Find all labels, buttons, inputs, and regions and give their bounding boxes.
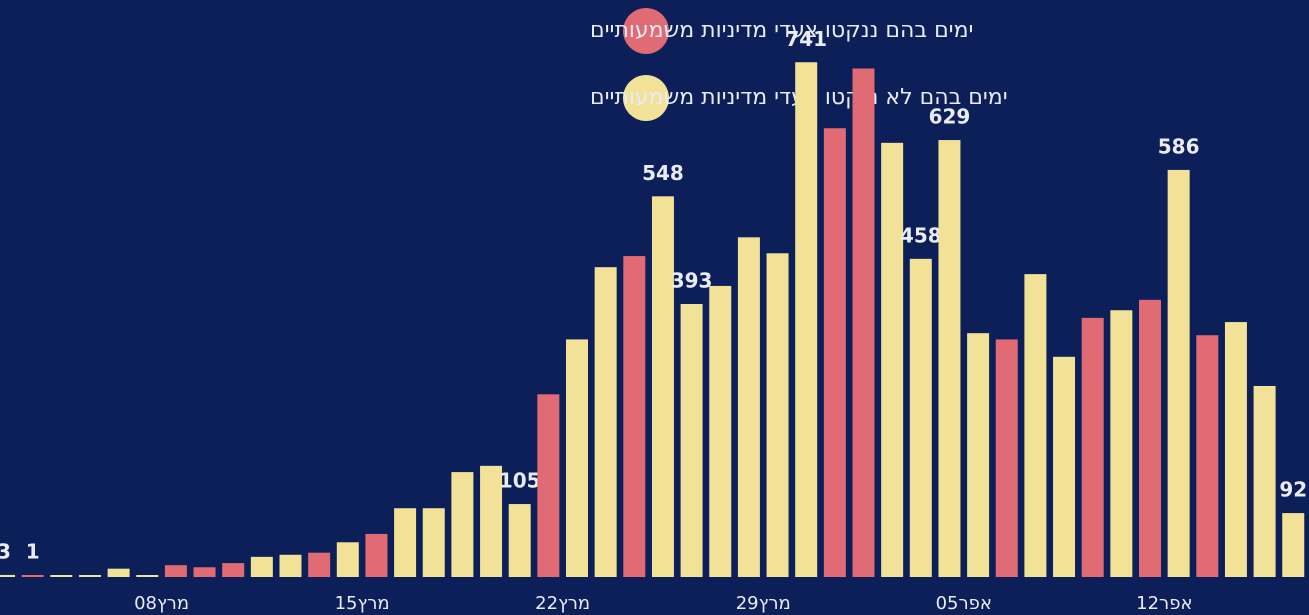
bar xyxy=(881,142,904,578)
bar xyxy=(623,256,646,577)
bar xyxy=(594,267,617,577)
legend-marker xyxy=(623,8,669,54)
bar xyxy=(365,533,388,577)
bar xyxy=(107,568,130,577)
bar xyxy=(909,258,932,577)
bar xyxy=(1024,274,1047,577)
bar xyxy=(566,339,588,577)
bar xyxy=(1282,513,1305,577)
value-label: 629 xyxy=(929,105,971,129)
bar xyxy=(1196,335,1219,577)
x-tick-label: 22מרץ xyxy=(535,593,590,614)
legend-marker xyxy=(623,75,669,121)
value-label: 458 xyxy=(900,223,942,247)
bar xyxy=(222,563,245,577)
bar xyxy=(680,303,703,577)
bar xyxy=(1224,322,1247,577)
value-label: 1 xyxy=(26,540,40,564)
bar xyxy=(0,574,15,577)
bar xyxy=(21,575,44,577)
bar xyxy=(1167,169,1190,577)
bar xyxy=(78,575,101,577)
bar xyxy=(279,554,302,577)
bar xyxy=(250,556,273,577)
value-label: 586 xyxy=(1158,134,1200,158)
value-label: 741 xyxy=(785,27,827,51)
bar xyxy=(651,196,674,577)
bar xyxy=(1253,385,1276,577)
legend-label: ימים בהם ננקטו צעדי מדיניות משמעותיים xyxy=(590,18,973,43)
bar xyxy=(508,504,531,577)
bar xyxy=(136,575,159,577)
bar xyxy=(193,567,216,577)
bar xyxy=(537,394,560,577)
x-tick-label: 29מרץ xyxy=(736,593,791,614)
bar xyxy=(709,285,732,577)
value-label: 393 xyxy=(671,268,713,292)
bar xyxy=(480,465,503,577)
x-tick-label: 05אפר xyxy=(936,593,992,614)
bar xyxy=(737,237,760,578)
bar xyxy=(50,575,73,577)
bar xyxy=(336,542,359,577)
value-label: 3 xyxy=(0,539,11,563)
bar xyxy=(1139,299,1161,577)
bar xyxy=(795,62,818,577)
bar xyxy=(823,128,846,577)
bar xyxy=(852,68,875,577)
x-tick-label: 12אפר xyxy=(1136,593,1192,614)
bar xyxy=(1081,317,1104,577)
bar xyxy=(164,565,187,577)
bar xyxy=(938,140,961,577)
bar xyxy=(1110,310,1133,577)
bar xyxy=(967,333,990,577)
bar xyxy=(1053,356,1076,577)
value-label: 548 xyxy=(642,161,684,185)
value-label: 92 xyxy=(1279,478,1307,502)
bar xyxy=(451,472,474,577)
bar xyxy=(766,253,789,577)
bar xyxy=(995,339,1018,577)
x-tick-label: 15מרץ xyxy=(335,593,390,614)
value-label: 105 xyxy=(499,469,541,493)
x-tick-label: 08מרץ xyxy=(134,593,189,614)
bar xyxy=(308,552,331,577)
bar xyxy=(422,508,445,577)
bar xyxy=(394,508,417,577)
